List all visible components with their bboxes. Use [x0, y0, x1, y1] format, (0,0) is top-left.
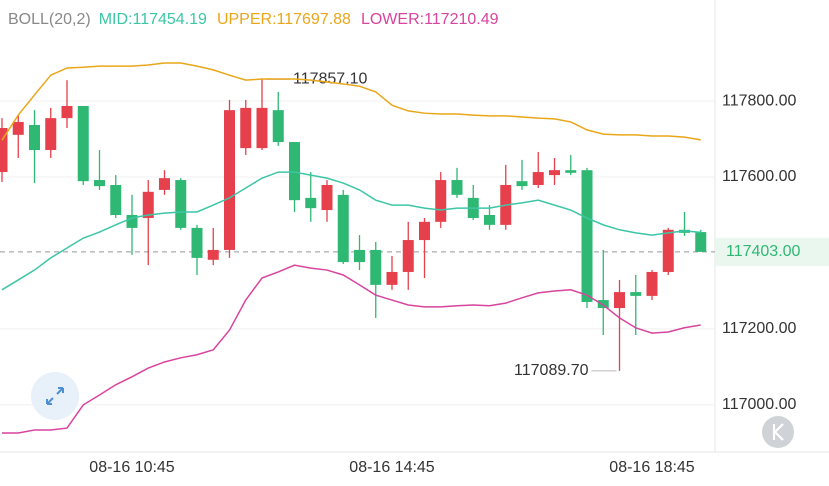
k-circle[interactable] [762, 416, 794, 448]
x-tick-label: 08-16 14:45 [349, 459, 435, 476]
price-badge [716, 237, 829, 266]
k-button[interactable] [762, 416, 794, 448]
candle-body [142, 191, 154, 219]
candle-body [386, 271, 398, 285]
band-line [1, 62, 701, 141]
x-tick-label: 08-16 10:45 [89, 459, 175, 476]
candle-body [29, 124, 40, 151]
candle-body [191, 227, 203, 258]
candle-body [516, 181, 528, 187]
candle-body [240, 107, 252, 149]
candle-body [419, 221, 430, 241]
candle-body [321, 184, 333, 211]
annotation-label: 117089.70 [514, 362, 589, 379]
candle-body [354, 249, 365, 263]
candle-body [77, 105, 89, 182]
plot [0, 62, 715, 434]
candle-body [110, 184, 122, 215]
candle-body [45, 118, 57, 151]
expand-icon[interactable] [46, 387, 64, 405]
candle-body [370, 249, 382, 285]
candle-body [695, 232, 707, 252]
candle-body [581, 170, 593, 302]
y-tick-label: 117200.00 [722, 320, 797, 337]
candle-body [256, 107, 268, 149]
candle-body [289, 142, 300, 201]
candle-body [94, 180, 105, 187]
candle-body [435, 180, 447, 222]
candle-body [61, 105, 73, 119]
candle-body [614, 292, 625, 309]
candle-body [646, 271, 658, 296]
candle-body [126, 214, 138, 228]
candle-body [662, 229, 674, 272]
candle-body [12, 121, 24, 135]
indicator-label: BOLL(20,2) [8, 11, 91, 28]
legend-entry: MID:117454.19 [99, 11, 207, 28]
y-tick-label: 117600.00 [722, 168, 797, 185]
candle-body [0, 128, 8, 173]
x-tick-label: 08-16 18:45 [609, 459, 695, 476]
candle-body [630, 292, 642, 296]
band-line [2, 264, 701, 434]
candle-body [159, 178, 170, 190]
candle-body [175, 180, 187, 228]
annotation-label: 117857.10 [293, 71, 368, 88]
candle-body [484, 214, 495, 225]
candle-body [532, 172, 544, 185]
candle-body [451, 180, 463, 195]
candle-body [224, 110, 235, 250]
candle-body [402, 240, 414, 272]
band-line [1, 171, 701, 291]
candle-body [337, 194, 349, 263]
legend-entry: LOWER:117210.49 [361, 11, 499, 28]
legend-entry: UPPER:117697.88 [217, 11, 351, 28]
k-icon[interactable] [772, 423, 784, 441]
candle-body [565, 170, 577, 173]
candle-body [207, 249, 219, 260]
expand-circle[interactable] [31, 372, 79, 420]
candle-body [272, 110, 284, 143]
current-price-label: 117403.00 [726, 243, 801, 260]
candle-body [597, 300, 609, 309]
y-tick-label: 117000.00 [722, 396, 797, 413]
y-tick-label: 117800.00 [722, 92, 797, 109]
candle-body [305, 197, 317, 209]
candle-body [549, 170, 560, 176]
expand-button[interactable] [31, 372, 79, 420]
